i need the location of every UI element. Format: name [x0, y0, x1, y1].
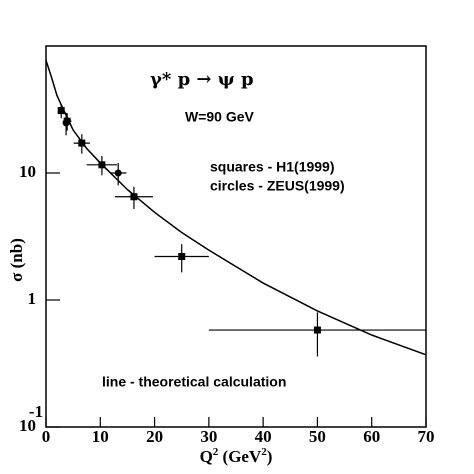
point: [130, 193, 138, 201]
x-tick-label: 20: [146, 427, 163, 446]
point: [178, 253, 186, 261]
annotation: line - theoretical calculation: [102, 374, 286, 390]
plot-frame: [45, 45, 427, 428]
x-tick-label: 60: [363, 427, 380, 446]
y-axis-label: σ (nb): [7, 238, 26, 282]
x-axis-label-part: 2: [213, 446, 219, 458]
x-axis-label-part: (GeV: [218, 447, 262, 466]
x-axis-label-part: 2: [261, 446, 267, 458]
x-axis-label: Q2 (GeV2): [200, 446, 273, 466]
annotation: γ* p → ψ p: [150, 69, 254, 90]
annotation: circles - ZEUS(1999): [210, 178, 345, 194]
x-axis-label-part: Q: [200, 447, 213, 466]
x-tick-label: 40: [255, 427, 272, 446]
x-tick-label: 50: [309, 427, 326, 446]
y-tick-label: 1: [28, 289, 37, 308]
x-tick-label: 70: [418, 427, 435, 446]
point: [114, 169, 122, 177]
y-tick-label: 10: [19, 416, 36, 435]
theory-line: [45, 60, 427, 356]
y-tick-label: 10: [19, 162, 36, 181]
x-tick-label: 10: [92, 427, 109, 446]
x-axis-label-part: ): [267, 447, 273, 466]
x-tick-label: 30: [200, 427, 217, 446]
annotation: squares - H1(1999): [210, 159, 335, 175]
annotation: W=90 GeV: [185, 109, 255, 125]
point: [62, 119, 70, 127]
point: [313, 326, 321, 334]
x-tick-label: 0: [42, 427, 51, 446]
point: [57, 107, 65, 115]
y-tick-label-exponent: -1: [29, 402, 43, 421]
